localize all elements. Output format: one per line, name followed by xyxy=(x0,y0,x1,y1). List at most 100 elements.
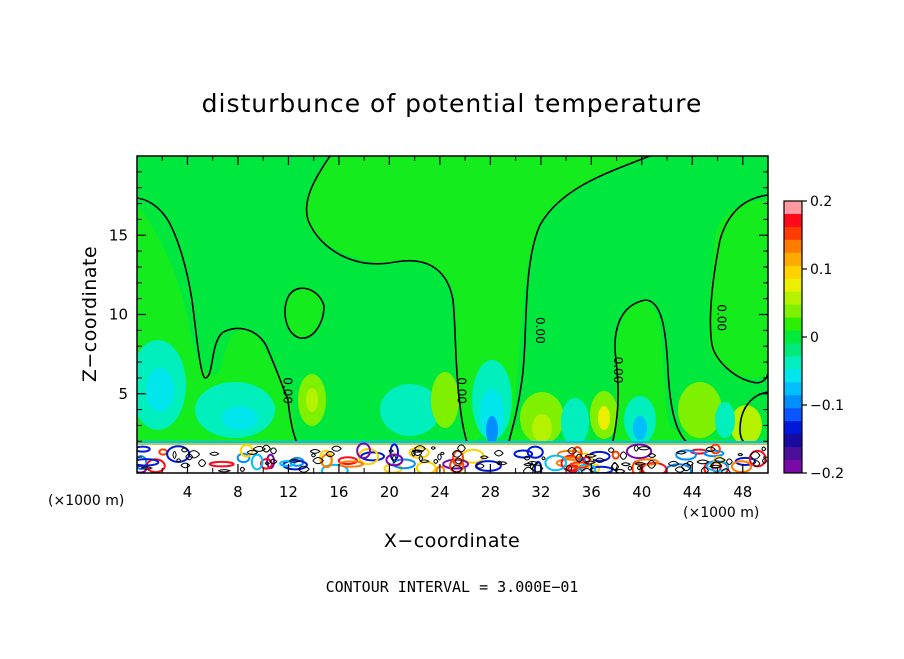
contour-lines xyxy=(137,156,768,446)
surface-eddy xyxy=(513,449,534,459)
surface-contour xyxy=(456,444,466,453)
surface-contour xyxy=(269,458,278,465)
surface-eddy xyxy=(544,454,567,472)
surface-contour xyxy=(309,448,321,454)
x-tick-label: 12 xyxy=(279,483,298,501)
surface-contour xyxy=(575,453,584,463)
surface-contour xyxy=(714,457,726,463)
contour-line xyxy=(507,156,651,446)
contour-line xyxy=(284,287,325,339)
surface-contour xyxy=(414,445,427,452)
surface-contour xyxy=(437,453,442,461)
surface-contour xyxy=(140,466,154,470)
surface-contour xyxy=(440,451,445,456)
surface-contour xyxy=(494,450,504,457)
surface-contour xyxy=(529,462,534,471)
surface-contour xyxy=(610,462,620,471)
warm-anomaly xyxy=(730,405,762,445)
surface-eddy xyxy=(675,449,697,461)
surface-contour xyxy=(633,444,639,452)
colorbar-swatch xyxy=(784,226,802,241)
surface-contour xyxy=(451,464,463,473)
x-tick-label: 20 xyxy=(380,483,399,501)
surface-contour xyxy=(433,458,439,464)
x-tick-label: 4 xyxy=(183,483,193,501)
cool-anomaly xyxy=(222,406,258,430)
surface-eddy xyxy=(279,460,296,467)
contour-interval: CONTOUR INTERVAL = 3.000E−01 xyxy=(326,578,579,596)
surface-contour xyxy=(621,462,631,467)
surface-eddy xyxy=(208,460,235,468)
colorbar-swatch xyxy=(784,395,802,409)
surface-contour xyxy=(581,468,593,473)
surface-contour xyxy=(246,449,259,455)
surface-contour xyxy=(565,464,573,472)
surface-contour xyxy=(607,447,615,453)
surface-eddy xyxy=(320,463,349,473)
colorbar-swatch xyxy=(784,239,802,254)
contour-line xyxy=(137,197,299,446)
y-tick-label: 15 xyxy=(109,226,128,244)
cool-anomaly xyxy=(633,416,647,440)
contour-label: 0.00 xyxy=(455,377,469,404)
surface-contour xyxy=(476,463,485,469)
y-tick-label: 5 xyxy=(118,385,128,403)
x-tick-label: 32 xyxy=(531,483,550,501)
surface-contour xyxy=(567,447,577,455)
warm-anomaly xyxy=(306,388,318,412)
surface-boundary xyxy=(137,443,768,445)
surface-eddy xyxy=(392,458,416,470)
colorbar-swatch xyxy=(784,421,802,435)
surface-contour xyxy=(637,446,651,451)
surface-contour xyxy=(312,456,324,465)
colorbar-swatch xyxy=(784,304,802,319)
surface-eddy xyxy=(611,450,620,460)
x-tick-label: 16 xyxy=(329,483,348,501)
x-tick-label: 28 xyxy=(481,483,500,501)
surface-contour xyxy=(636,465,642,471)
contour-label: 0.00 xyxy=(533,317,547,344)
surface-contour xyxy=(325,450,336,458)
colorbar-swatch xyxy=(784,343,802,357)
colorbar-tick-label: −0.2 xyxy=(810,466,844,482)
warm-anomaly xyxy=(532,414,552,442)
warm-anomaly xyxy=(598,406,610,430)
colorbar-swatch xyxy=(784,252,802,267)
surface-eddy xyxy=(385,453,404,467)
warm-anomaly xyxy=(678,382,722,438)
colorbar-swatch xyxy=(784,278,802,293)
x-tick-label: 40 xyxy=(632,483,651,501)
surface-contour xyxy=(261,444,271,453)
x-tick-label: 44 xyxy=(683,483,702,501)
y-tick-label: 10 xyxy=(109,306,128,324)
x-tick-label: 36 xyxy=(582,483,601,501)
colorbar-swatch xyxy=(784,356,802,370)
surface-contour xyxy=(480,455,489,460)
x-unit-left: (×1000 m) xyxy=(48,493,124,509)
colorbar: 0.2 0.1 0 −0.1 −0.2 xyxy=(783,194,844,482)
x-axis: 4 8 12 16 20 24 28 32 36 40 44 48 xyxy=(161,156,752,501)
contour-label: 0.00 xyxy=(611,357,625,384)
plot-area xyxy=(137,156,768,473)
colorbar-tick-label: −0.1 xyxy=(810,398,844,414)
contour-labels: 0.00 0.00 0.00 0.00 0.00 xyxy=(280,304,728,404)
colorbar-tick-label: 0.2 xyxy=(810,194,832,210)
colorbar-swatch xyxy=(784,291,802,306)
colorbar-swatch xyxy=(784,447,802,461)
x-unit-right: (×1000 m) xyxy=(683,505,759,521)
surface-contour xyxy=(187,450,201,459)
surface-contour xyxy=(584,453,597,458)
surface-contour xyxy=(289,458,301,463)
colorbar-tick-label: 0.1 xyxy=(810,262,832,278)
colorbar-tick-label: 0 xyxy=(810,330,819,346)
y-axis-label: Z−coordinate xyxy=(79,246,101,382)
surface-contour xyxy=(634,462,647,466)
colorbar-swatch xyxy=(784,460,802,474)
chart-title: disturbunce of potential temperature xyxy=(202,89,703,118)
surface-contour xyxy=(185,453,194,461)
cool-anomaly xyxy=(380,384,440,436)
colorbar-swatch xyxy=(784,265,802,280)
surface-contour xyxy=(725,458,733,465)
surface-contour xyxy=(176,458,182,463)
surface-eddy xyxy=(572,446,583,460)
